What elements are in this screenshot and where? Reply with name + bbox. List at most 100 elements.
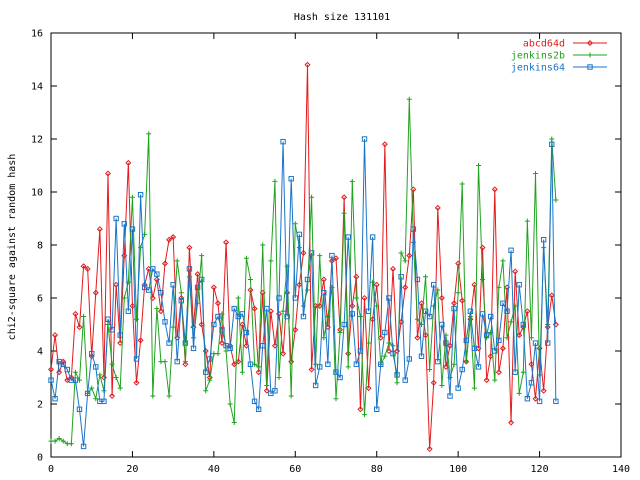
data-point-jenkins64: [443, 340, 449, 346]
data-point-jenkins2b: [423, 274, 429, 280]
data-point-jenkins2b: [524, 218, 530, 224]
data-point-jenkins64: [524, 396, 531, 402]
data-point-jenkins2b: [553, 197, 559, 203]
data-point-jenkins2b: [272, 178, 278, 184]
data-point-abcd64d: [92, 289, 99, 296]
data-point-abcd64d: [166, 236, 173, 243]
chart-title: Hash size 131101: [294, 12, 390, 23]
data-point-jenkins2b: [471, 385, 477, 391]
data-point-jenkins64: [150, 266, 156, 272]
data-point-abcd64d: [361, 294, 368, 302]
series-jenkins2b: [48, 96, 559, 447]
data-point-jenkins64: [300, 313, 307, 320]
data-point-abcd64d: [353, 273, 360, 280]
data-point-abcd64d: [161, 260, 169, 267]
data-point-jenkins2b: [60, 438, 66, 444]
data-point-abcd64d: [394, 347, 401, 355]
data-point-jenkins64: [483, 332, 490, 338]
data-point-jenkins64: [422, 308, 429, 314]
data-point-jenkins64: [72, 377, 79, 383]
data-point-jenkins64: [219, 327, 225, 333]
data-point-jenkins64: [154, 271, 160, 277]
data-point-jenkins2b: [528, 335, 534, 341]
data-point-jenkins64: [64, 366, 70, 373]
data-point-jenkins64: [162, 319, 168, 325]
data-point-jenkins64: [186, 266, 193, 272]
data-point-jenkins2b: [146, 131, 152, 137]
data-point-abcd64d: [491, 186, 498, 193]
data-point-abcd64d: [137, 337, 144, 344]
data-point-jenkins64: [353, 361, 360, 367]
data-point-jenkins64: [288, 176, 294, 182]
data-point-jenkins2b: [504, 335, 510, 341]
y-tick-label: 12: [31, 135, 43, 146]
data-point-jenkins64: [463, 337, 469, 344]
data-point-abcd64d: [499, 345, 506, 352]
data-point-jenkins64: [520, 321, 526, 328]
data-point-jenkins2b: [549, 136, 555, 142]
data-point-jenkins64: [276, 295, 282, 301]
data-point-abcd64d: [357, 406, 364, 413]
data-point-jenkins2b: [89, 385, 95, 391]
data-point-abcd64d: [483, 377, 490, 384]
data-point-jenkins64: [398, 274, 404, 280]
data-point-jenkins2b: [362, 412, 367, 418]
data-point-jenkins2b: [427, 367, 433, 373]
data-point-jenkins2b: [81, 314, 87, 320]
data-point-jenkins64: [528, 380, 535, 386]
data-point-abcd64d: [304, 61, 311, 68]
data-point-abcd64d: [255, 369, 262, 376]
data-point-jenkins64: [345, 234, 351, 240]
data-point-abcd64d: [495, 369, 502, 376]
data-point-jenkins64: [264, 305, 270, 312]
data-point-jenkins2b: [154, 306, 160, 312]
data-point-jenkins2b: [394, 380, 400, 386]
data-point-jenkins2b: [117, 385, 123, 391]
data-point-jenkins64: [239, 311, 246, 317]
data-point-jenkins64: [325, 361, 331, 367]
data-point-jenkins2b: [516, 390, 522, 396]
data-point-jenkins2b: [402, 258, 408, 264]
data-point-jenkins2b: [170, 324, 176, 330]
data-point-jenkins2b: [178, 290, 184, 296]
data-point-jenkins2b: [374, 303, 380, 309]
y-tick-label: 6: [37, 294, 43, 305]
data-point-abcd64d: [186, 244, 193, 251]
data-point-abcd64d: [540, 387, 547, 394]
data-point-jenkins64: [402, 377, 408, 383]
data-point-jenkins64: [158, 290, 164, 296]
data-point-jenkins64: [178, 297, 184, 304]
data-point-abcd64d: [512, 268, 519, 275]
x-tick-label: 0: [48, 464, 54, 475]
data-point-abcd64d: [422, 332, 429, 339]
data-point-abcd64d: [129, 302, 136, 309]
data-point-abcd64d: [389, 265, 397, 272]
data-point-abcd64d: [133, 379, 140, 386]
data-point-jenkins64: [447, 393, 453, 399]
data-point-jenkins64: [170, 282, 176, 288]
data-point-jenkins2b: [174, 258, 180, 264]
data-point-jenkins64: [60, 361, 66, 367]
data-point-jenkins2b: [121, 295, 127, 301]
data-point-jenkins2b: [113, 375, 119, 380]
data-point-jenkins64: [333, 369, 339, 375]
data-point-jenkins64: [549, 141, 555, 148]
data-point-jenkins2b: [68, 441, 74, 447]
data-point-abcd64d: [414, 334, 421, 341]
data-point-jenkins64: [439, 321, 445, 328]
data-point-jenkins64: [504, 308, 510, 314]
data-point-jenkins2b: [386, 340, 392, 346]
data-point-jenkins2b: [109, 361, 115, 367]
data-point-jenkins64: [410, 226, 417, 232]
data-point-jenkins64: [117, 332, 123, 338]
data-point-jenkins64: [496, 337, 502, 344]
data-point-abcd64d: [182, 361, 189, 368]
data-point-jenkins64: [182, 340, 189, 346]
data-point-jenkins64: [308, 250, 315, 256]
data-point-jenkins64: [317, 364, 323, 370]
data-point-jenkins2b: [353, 295, 359, 301]
legend-marker-jenkins64: [587, 64, 593, 70]
data-point-jenkins64: [113, 215, 119, 222]
legend-marker-jenkins2b: [587, 52, 593, 58]
data-point-jenkins2b: [292, 221, 298, 227]
